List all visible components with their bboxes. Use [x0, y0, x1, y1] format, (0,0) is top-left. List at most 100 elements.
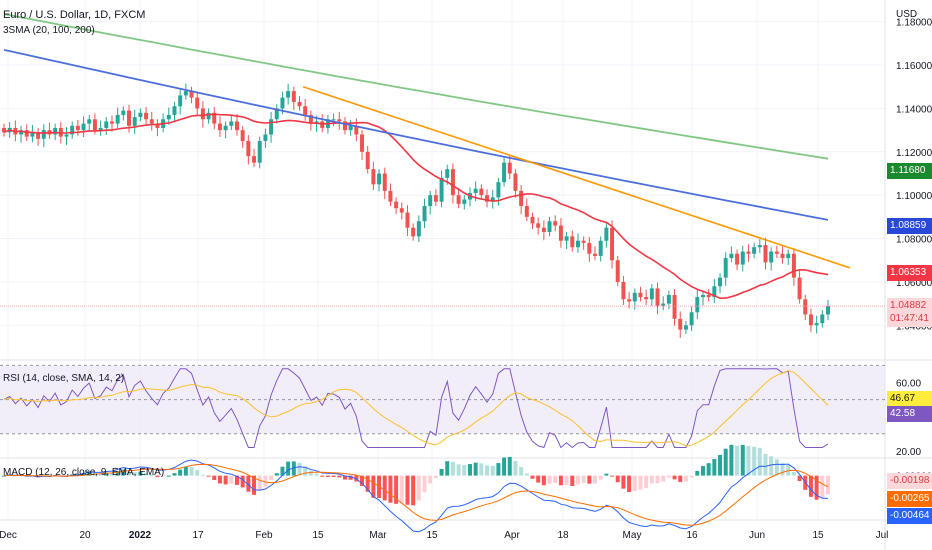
price-tick-label: 1.06000: [896, 278, 932, 289]
macd-histogram-bar: [507, 456, 512, 476]
macd-histogram-bar: [263, 475, 268, 487]
macd-signal-line: [3, 463, 829, 526]
price-pane: [0, 13, 885, 338]
candle: [286, 91, 291, 98]
macd-histogram-bar: [820, 475, 825, 499]
macd-indicator-label[interactable]: MACD (12, 26, close, 9, EMA, EMA): [3, 467, 165, 478]
candle: [365, 151, 370, 170]
macd-histogram-bar: [138, 471, 143, 476]
time-tick-label: Apr: [504, 530, 520, 541]
candle: [297, 101, 302, 107]
macd-histogram-bar: [735, 445, 740, 476]
macd-histogram-bar: [604, 473, 609, 476]
candle: [621, 281, 626, 300]
candle: [109, 121, 114, 124]
candle: [30, 132, 35, 137]
macd-histogram-bar: [348, 475, 353, 480]
macd-histogram-bar: [422, 475, 427, 493]
macd-histogram-bar: [564, 475, 569, 485]
candle: [229, 121, 234, 126]
candle: [661, 303, 666, 306]
macd-histogram-bar: [467, 464, 472, 476]
macd-histogram-bar: [257, 475, 262, 492]
candle: [354, 125, 359, 135]
candle: [342, 121, 347, 131]
macd-histogram-bar: [814, 475, 819, 500]
time-tick-label: 15: [426, 530, 438, 541]
macd-histogram-bar: [325, 475, 330, 477]
candle: [655, 288, 660, 306]
price-value-label: 1.11680: [887, 163, 932, 179]
candle: [808, 314, 813, 326]
macd-histogram-bar: [235, 475, 239, 485]
macd-histogram-bar: [308, 470, 313, 476]
candle: [826, 305, 830, 315]
candle: [240, 130, 245, 141]
macd-histogram-bar: [189, 467, 194, 476]
candle: [235, 121, 239, 131]
macd-histogram-bar: [428, 475, 433, 484]
candle: [627, 299, 632, 302]
candle: [189, 91, 194, 98]
macd-histogram-bar: [746, 446, 751, 476]
candle: [683, 325, 688, 330]
time-tick-label: 15: [312, 530, 324, 541]
candle: [331, 119, 336, 121]
candle: [786, 253, 791, 259]
macd-histogram-bar: [161, 475, 166, 477]
rsi-value-label: 42.58: [887, 406, 932, 422]
macd-histogram-bar: [229, 475, 234, 484]
macd-histogram-bar: [320, 475, 325, 477]
macd-histogram-bar: [672, 475, 677, 480]
candle: [712, 286, 717, 298]
candle: [75, 125, 80, 131]
candle: [473, 188, 478, 194]
candle: [348, 125, 353, 131]
candle: [524, 206, 529, 217]
macd-histogram-bar: [337, 475, 342, 478]
candle: [92, 119, 97, 131]
sma-indicator-label[interactable]: 3SMA (20, 100, 200): [3, 25, 95, 36]
time-tick-label: 16: [686, 530, 698, 541]
candle: [291, 91, 296, 102]
candle: [507, 162, 512, 174]
candle: [263, 134, 268, 141]
macd-histogram-bar: [479, 463, 484, 476]
candle: [581, 240, 586, 243]
candle: [570, 236, 575, 248]
candle: [87, 119, 92, 124]
candle: [411, 227, 416, 237]
candle: [598, 240, 603, 256]
macd-histogram-bar: [752, 446, 757, 476]
macd-histogram-bar: [274, 473, 279, 476]
candle: [490, 197, 495, 202]
macd-histogram-bar: [144, 472, 149, 476]
candle: [223, 125, 228, 131]
candle: [217, 123, 222, 131]
macd-histogram-bar: [252, 475, 257, 495]
macd-histogram-bar: [627, 475, 632, 492]
macd-histogram-bar: [331, 475, 336, 478]
macd-histogram-bar: [439, 469, 444, 476]
macd-histogram-bar: [286, 461, 291, 476]
price-tick-label: 1.08000: [896, 235, 932, 246]
rsi-indicator-label[interactable]: RSI (14, close, SMA, 14, 2): [3, 373, 125, 384]
sma-20-line: [3, 113, 829, 300]
price-tick-label: 1.16000: [896, 61, 932, 72]
candle: [803, 299, 808, 315]
macd-histogram-bar: [81, 472, 86, 476]
macd-histogram-bar: [127, 472, 132, 476]
candle: [172, 106, 177, 115]
candle: [450, 169, 455, 196]
candle: [337, 119, 342, 122]
macd-histogram-bar: [706, 463, 711, 476]
macd-histogram-bar: [109, 472, 114, 476]
macd-histogram-bar: [360, 475, 365, 486]
candle: [132, 117, 137, 126]
macd-histogram-bar: [661, 475, 666, 482]
price-value-label: 1.08859: [887, 218, 932, 234]
macd-histogram-bar: [769, 456, 774, 476]
macd-histogram-bar: [774, 459, 779, 476]
candle: [138, 112, 143, 118]
